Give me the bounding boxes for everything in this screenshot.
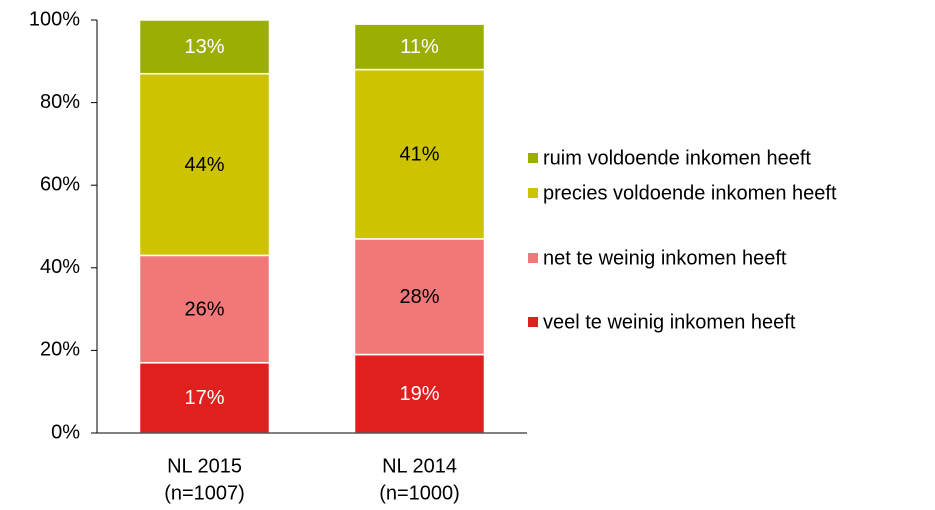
bar-segment: [138, 19, 271, 75]
value-label: 19%: [399, 383, 439, 405]
x-tick-label: (n=1000): [379, 482, 460, 504]
y-tick-label: 100%: [29, 8, 80, 30]
y-tick-label: 20%: [40, 339, 80, 361]
bar-segment: [138, 72, 271, 257]
value-label: 17%: [184, 387, 224, 409]
bar-segment: [138, 254, 271, 364]
bar-segment: [353, 353, 486, 434]
legend-swatch: [528, 317, 538, 327]
y-tick-label: 0%: [51, 421, 80, 443]
value-label: 41%: [399, 144, 439, 166]
x-tick-label: (n=1007): [164, 482, 245, 504]
legend-label: veel te weinig inkomen heeft: [543, 311, 796, 333]
value-label: 26%: [184, 298, 224, 320]
value-label: 44%: [184, 154, 224, 176]
y-tick-label: 80%: [40, 91, 80, 113]
bar-segment: [353, 238, 486, 356]
legend-label: precies voldoende inkomen heeft: [543, 182, 837, 204]
y-tick-label: 60%: [40, 173, 80, 195]
legend-label: ruim voldoende inkomen heeft: [543, 147, 811, 169]
legend-swatch: [528, 253, 538, 263]
y-tick-label: 40%: [40, 256, 80, 278]
legend-swatch: [528, 188, 538, 198]
legend-swatch: [528, 153, 538, 163]
legend-label: net te weinig inkomen heeft: [543, 247, 787, 269]
x-tick-label: NL 2015: [167, 455, 242, 477]
bar-segment: [353, 23, 486, 71]
value-label: 11%: [400, 36, 439, 58]
bar-segment: [353, 68, 486, 240]
value-label: 13%: [184, 36, 224, 58]
value-label: 28%: [399, 286, 439, 308]
x-tick-label: NL 2014: [382, 455, 457, 477]
